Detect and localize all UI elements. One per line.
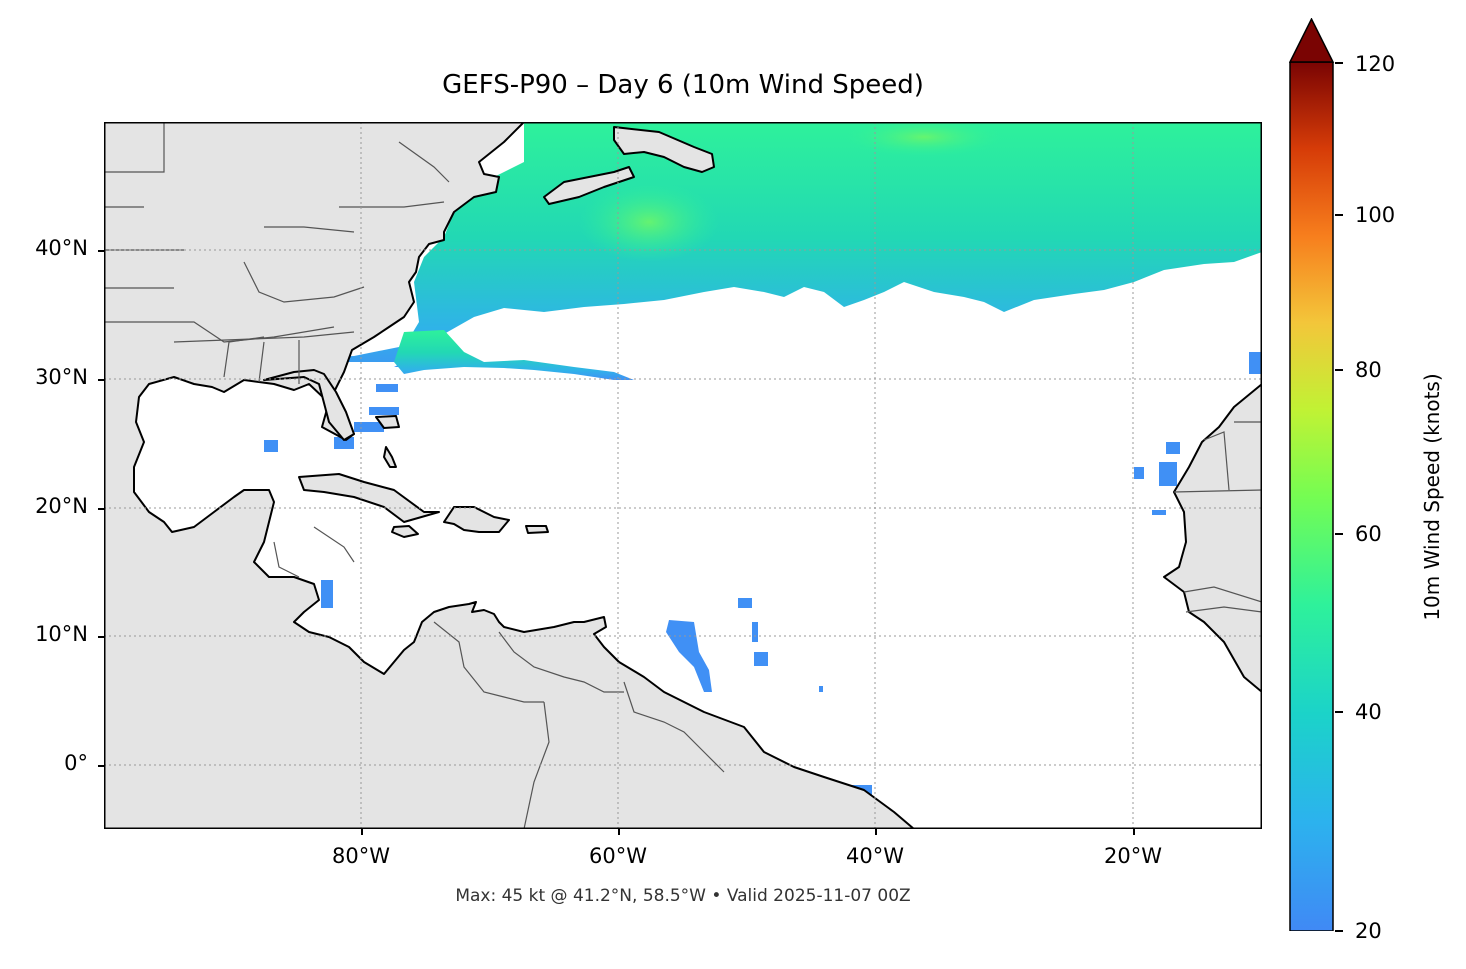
lon-tick-label: 80°W xyxy=(332,844,390,868)
borders xyxy=(104,122,1263,830)
map-plot-area xyxy=(103,117,1263,830)
max-wind-caption: Max: 45 kt @ 41.2°N, 58.5°W • Valid 2025… xyxy=(455,886,911,906)
lon-tick-mark xyxy=(618,829,620,835)
lat-tick-label: 10°N xyxy=(35,622,88,646)
colorbar-tick-label: 80 xyxy=(1355,358,1382,382)
colorbar-tick-mark xyxy=(1335,533,1343,535)
lat-tick-label: 20°N xyxy=(35,494,88,518)
colorbar-extend-arrow-icon xyxy=(1289,18,1335,63)
colorbar xyxy=(1289,20,1334,932)
lon-tick-mark xyxy=(361,829,363,835)
lat-tick-mark xyxy=(98,250,104,252)
gridlines xyxy=(104,122,1262,829)
lon-tick-label: 40°W xyxy=(846,844,904,868)
land xyxy=(103,121,1263,830)
colorbar-tick-mark xyxy=(1335,369,1343,371)
colorbar-tick-mark xyxy=(1335,930,1343,932)
colorbar-tick-label: 40 xyxy=(1355,700,1382,724)
chart-title: GEFS-P90 – Day 6 (10m Wind Speed) xyxy=(442,70,924,100)
lat-tick-mark xyxy=(98,765,104,767)
lon-tick-label: 60°W xyxy=(589,844,647,868)
lon-tick-mark xyxy=(875,829,877,835)
colorbar-tick-label: 20 xyxy=(1355,919,1382,943)
lon-tick-mark xyxy=(1133,829,1135,835)
colorbar-tick-mark xyxy=(1335,62,1343,64)
lat-tick-label: 30°N xyxy=(35,365,88,389)
lat-tick-mark xyxy=(98,379,104,381)
lat-tick-label: 0° xyxy=(64,751,88,775)
lat-tick-mark xyxy=(98,508,104,510)
colorbar-tick-label: 120 xyxy=(1355,52,1396,76)
colorbar-title: 10m Wind Speed (knots) xyxy=(1420,373,1444,621)
lat-tick-mark xyxy=(98,636,104,638)
colorbar-tick-label: 100 xyxy=(1355,203,1396,227)
lat-tick-label: 40°N xyxy=(35,236,88,260)
lon-tick-label: 20°W xyxy=(1104,844,1162,868)
colorbar-tick-mark xyxy=(1335,711,1343,713)
colorbar-tick-mark xyxy=(1335,214,1343,216)
colorbar-tick-label: 60 xyxy=(1355,522,1382,546)
